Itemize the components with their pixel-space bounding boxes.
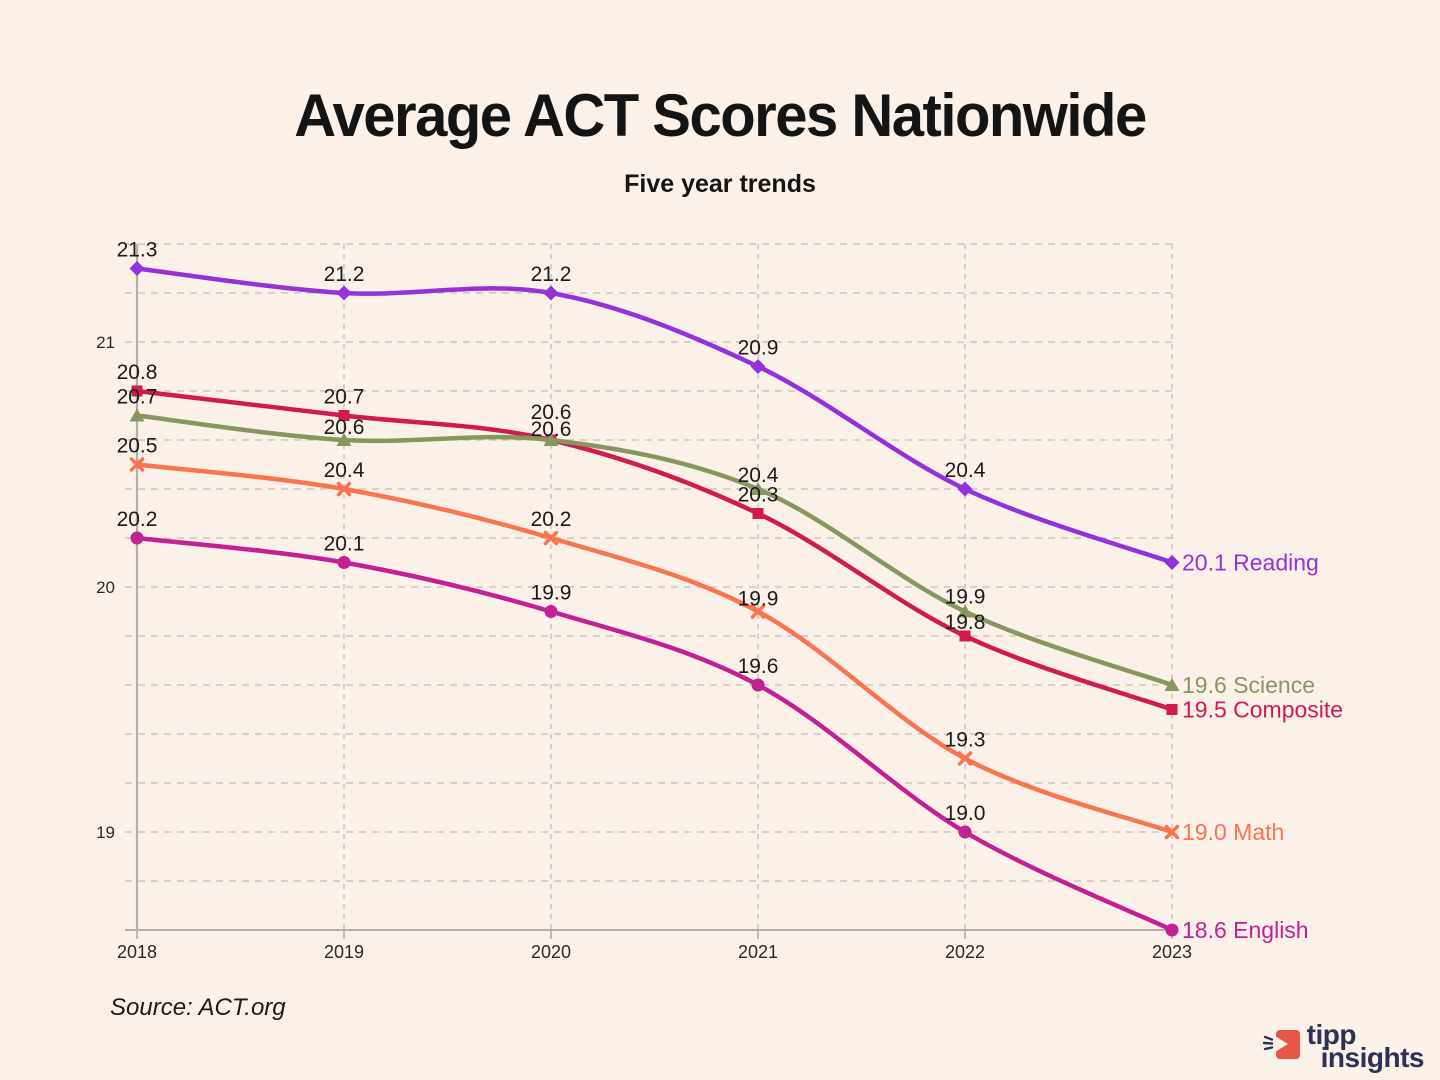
point-label: 20.2 <box>117 508 158 531</box>
y-tick-label: 21 <box>96 333 115 352</box>
diamond-marker <box>336 285 352 301</box>
diamond-marker <box>1164 555 1180 570</box>
circle-marker <box>337 556 351 569</box>
end-label-reading: 20.1 Reading <box>1182 550 1319 576</box>
series-line-reading <box>134 266 1175 565</box>
triangle-marker <box>750 482 766 495</box>
series-science <box>129 408 1180 691</box>
triangle-marker <box>957 604 973 618</box>
point-label: 19.9 <box>531 582 572 605</box>
logo-word-insights: insights <box>1320 1042 1425 1074</box>
triangle-marker <box>1164 678 1180 691</box>
data-labels: 21.321.2 21.220.920.420.1 Reading20.820.7… <box>117 239 1344 944</box>
point-label: 19.6 <box>738 655 779 678</box>
series-line-math <box>134 462 1175 835</box>
triangle-marker <box>543 433 559 446</box>
point-label: 20.4 <box>324 459 365 482</box>
point-label: 20.6 <box>531 418 572 441</box>
circle-marker <box>544 605 558 618</box>
x-tick-label: 2023 <box>1152 942 1192 962</box>
circle-marker <box>958 825 972 839</box>
series-math <box>129 457 1180 840</box>
point-label: 20.3 <box>738 484 779 507</box>
square-marker <box>959 630 971 642</box>
y-tick-label: 20 <box>96 578 115 597</box>
series-line-science <box>134 413 1175 688</box>
point-label: 20.4 <box>945 459 986 482</box>
diamond-marker <box>957 481 973 497</box>
grid <box>125 243 1173 930</box>
square-marker <box>131 385 143 397</box>
x-marker <box>957 751 973 766</box>
point-label: 20.9 <box>738 337 779 360</box>
tippinsights-logo-icon <box>1262 1030 1300 1060</box>
square-marker <box>338 410 350 421</box>
x-tick-label: 2021 <box>738 942 778 962</box>
diamond-marker <box>750 359 766 374</box>
circle-marker <box>751 678 765 692</box>
x-marker <box>336 481 352 497</box>
point-label: 20.6 <box>324 416 365 439</box>
source-note: Source: ACT.org <box>110 994 286 1021</box>
end-label-composite: 19.5 Composite <box>1182 697 1343 723</box>
point-label: 21.2 <box>324 263 365 286</box>
point-label: 20.7 <box>117 386 158 409</box>
triangle-marker <box>129 408 145 422</box>
end-label-english: 18.6 English <box>1182 917 1309 943</box>
tippinsights-logo-text: tipp insights <box>1306 1019 1425 1074</box>
series-line-english <box>134 535 1175 933</box>
end-label-math: 19.0 Math <box>1182 819 1284 845</box>
x-marker <box>543 530 559 546</box>
x-marker <box>1164 824 1180 840</box>
diamond-marker <box>543 285 559 301</box>
x-tick-label: 2018 <box>117 942 157 962</box>
chart-subtitle: Five year trends <box>624 170 816 198</box>
point-label: 21.2 <box>531 263 572 286</box>
square-marker <box>1166 704 1178 715</box>
series-english <box>130 531 1179 937</box>
point-label: 20.8 <box>117 361 158 384</box>
point-label: 20.2 <box>531 508 572 531</box>
point-label: 20.5 <box>117 435 158 458</box>
x-tick-label: 2022 <box>945 942 985 962</box>
point-label: 20.7 <box>324 386 365 409</box>
circle-marker <box>130 531 144 545</box>
tippinsights-logo: tipp insights <box>1262 1019 1425 1074</box>
x-marker <box>750 604 766 619</box>
series-reading <box>129 261 1180 570</box>
circle-marker <box>1165 923 1179 937</box>
logo-word-tipp: tipp <box>1306 1019 1357 1051</box>
series-line-composite <box>134 388 1175 712</box>
end-label-science: 19.6 Science <box>1182 672 1315 698</box>
x-tick-label: 2020 <box>531 942 571 962</box>
point-label: 19.0 <box>945 802 986 825</box>
point-label: 21.3 <box>117 239 158 262</box>
point-label: 19.9 <box>738 588 779 611</box>
point-label: 20.6 <box>531 401 572 424</box>
diamond-marker <box>129 261 145 276</box>
point-label: 20.4 <box>738 464 779 487</box>
point-label: 19.9 <box>945 586 986 609</box>
chart-title: Average ACT Scores Nationwide <box>294 81 1147 150</box>
x-marker <box>129 457 145 472</box>
point-label: 19.3 <box>945 729 986 752</box>
point-label: 19.8 <box>945 611 986 634</box>
triangle-marker <box>336 433 352 446</box>
point-label: 20.1 <box>324 533 365 556</box>
square-marker <box>752 508 764 519</box>
x-tick-label: 2019 <box>324 942 364 962</box>
y-tick-label: 19 <box>96 823 115 842</box>
